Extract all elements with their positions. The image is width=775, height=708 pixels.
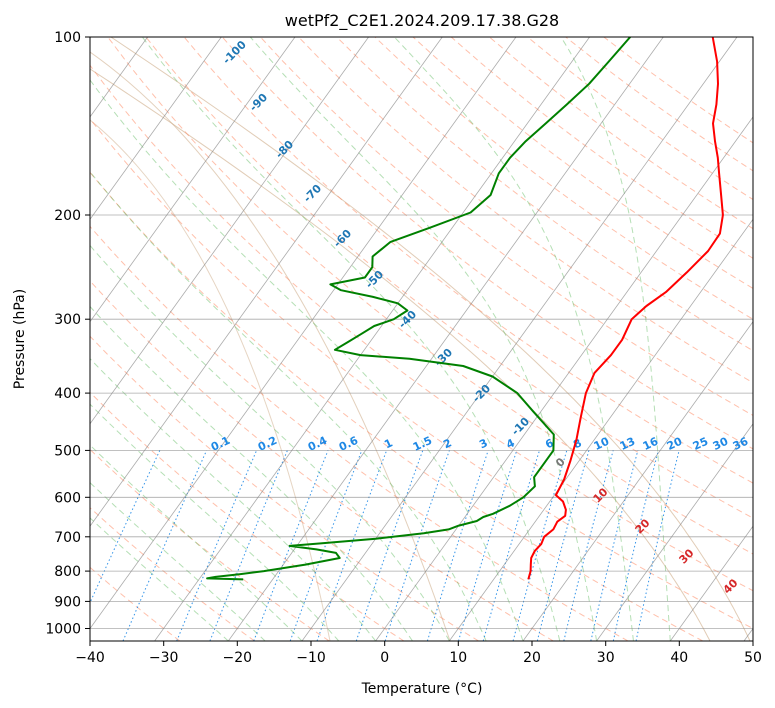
background-curve: [90, 51, 451, 641]
y-tick-label: 1000: [45, 622, 81, 638]
x-axis: −40 −30 −20 −10 0 10 20 30 40 50: [75, 641, 762, 666]
moist-adiabat-line: [90, 305, 413, 641]
plot-frame: [89, 36, 754, 642]
mixing-ratio-line: [253, 450, 329, 641]
dry-adiabat-line: [90, 335, 479, 641]
dry-adiabat-line: [90, 225, 629, 641]
background-curve: [110, 37, 751, 641]
mixing-ratio-line: [426, 450, 489, 641]
dewpoint-profile-line: [206, 37, 631, 581]
moist-adiabat-line: [393, 37, 634, 641]
isobars: [90, 37, 753, 629]
dry-adiabat-line: [412, 37, 753, 289]
isotherm-line: [90, 37, 296, 323]
moist-adiabat-line: [90, 403, 340, 641]
isotherm-line: [375, 116, 753, 641]
mixing-ratio-label: 13: [618, 435, 637, 453]
y-tick-label: 800: [54, 564, 81, 580]
moist-adiabat-line: [560, 37, 671, 641]
dry-adiabat-line: [183, 37, 753, 484]
x-tick-label: −10: [296, 650, 326, 666]
x-axis-title: Temperature (°C): [361, 681, 483, 697]
mixing-ratio-line: [209, 450, 288, 641]
mixing-ratio-line: [612, 450, 659, 641]
mixing-ratio-label: 20: [665, 435, 685, 453]
x-tick-label: 20: [523, 650, 541, 666]
moist-adiabat-line: [141, 37, 561, 641]
x-tick-label: −40: [75, 650, 105, 666]
y-tick-label: 300: [54, 312, 81, 328]
dry-adiabat-line: [90, 280, 554, 641]
mixing-ratio-line: [316, 450, 388, 641]
x-tick-label: −30: [149, 650, 179, 666]
y-tick-label: 400: [54, 386, 81, 402]
isotherm-line: [90, 37, 222, 220]
y-axis: 100 200 300 400 500 600 700 800 900 1000: [45, 30, 90, 638]
x-tick-label: −20: [223, 650, 253, 666]
x-tick-label: 30: [597, 650, 615, 666]
profiles: [206, 37, 724, 581]
moist-adiabat-line: [90, 171, 487, 641]
background-curve: [90, 68, 711, 641]
moist-adiabat-line: [249, 37, 598, 641]
dry-adiabat-line: [90, 64, 753, 592]
mixing-ratio-label: 30: [711, 435, 731, 453]
mixing-ratio-label: 16: [641, 435, 661, 453]
mixing-ratio-line: [536, 450, 590, 641]
x-tick-label: 50: [744, 650, 762, 666]
moist-adiabat-line: [90, 357, 376, 641]
dry-adiabat-line: [145, 37, 753, 519]
isotherm-line: [90, 37, 443, 527]
temperature-profile-line: [527, 37, 724, 580]
y-tick-label: 900: [54, 594, 81, 610]
mixing-ratio-line: [590, 450, 639, 641]
mixing-ratio-line: [176, 450, 258, 641]
y-axis-title: Pressure (hPa): [12, 289, 28, 389]
mixing-ratio-line: [289, 450, 363, 641]
mixing-ratio-label: 36: [731, 435, 751, 453]
dry-adiabat-line: [90, 117, 753, 630]
mixing-ratio-line: [563, 450, 614, 641]
y-tick-label: 200: [54, 208, 81, 224]
mixing-ratio-label: 25: [691, 435, 710, 453]
isotherm-line: [522, 320, 753, 641]
y-tick-label: 600: [54, 490, 81, 506]
dry-adiabats: [90, 37, 753, 641]
mixing-ratio-line: [458, 450, 518, 641]
y-tick-label: 500: [54, 443, 81, 459]
plot-area: -100-90-80-70-60-50-40-30-20-10010203040…: [90, 37, 753, 641]
moist-adiabat-line: [90, 517, 229, 641]
isotherm-line: [90, 37, 369, 425]
chart-title: wetPf2_C2E1.2024.209.17.38.G28: [285, 11, 559, 31]
x-tick-label: 40: [670, 650, 688, 666]
mixing-ratio-line: [355, 450, 424, 641]
moist-adiabat-line: [90, 481, 266, 641]
y-tick-label: 700: [54, 530, 81, 546]
isotherm-line: [227, 37, 664, 641]
mixing-ratio-label: 10: [592, 435, 612, 453]
isotherms: [90, 37, 753, 641]
y-tick-label: 100: [54, 30, 81, 46]
background-curves: [90, 37, 751, 641]
isotherm-line: [154, 37, 590, 641]
isotherm-line: [301, 37, 738, 641]
x-tick-label: 10: [449, 650, 467, 666]
dry-adiabat-line: [221, 37, 753, 450]
isotherm-line: [448, 218, 753, 641]
isotherm-line: [90, 37, 517, 630]
dry-adiabat-line: [90, 171, 703, 641]
isotherm-line: [669, 525, 753, 641]
moist-adiabat-line: [90, 244, 450, 641]
dry-adiabat-line: [90, 507, 255, 641]
dry-adiabat-line: [374, 37, 753, 320]
moist-adiabat-line: [90, 79, 524, 641]
x-tick-label: 0: [380, 650, 389, 666]
mixing-ratio-line: [512, 450, 568, 641]
isotherm-line: [596, 423, 753, 641]
